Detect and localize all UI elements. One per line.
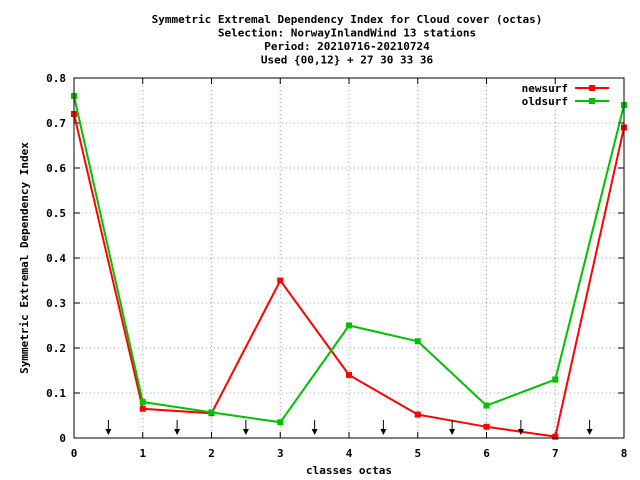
x-tick-label: 3 <box>277 447 284 460</box>
down-arrow-icon <box>380 420 387 435</box>
data-point-newsurf <box>139 405 146 412</box>
x-tick-label: 1 <box>139 447 146 460</box>
title-line-4: Used {00,12} + 27 30 33 36 <box>261 54 434 67</box>
y-tick-label: 0.4 <box>46 252 66 265</box>
data-point-oldsurf <box>552 376 559 383</box>
title-line-1: Symmetric Extremal Dependency Index for … <box>152 13 543 26</box>
legend-label: newsurf <box>522 82 568 95</box>
y-tick-label: 0.1 <box>46 387 66 400</box>
down-arrow-icon <box>311 420 318 435</box>
y-tick-label: 0.5 <box>46 207 66 220</box>
data-point-oldsurf <box>414 338 421 345</box>
grid <box>74 78 624 438</box>
x-tick-label: 6 <box>483 447 490 460</box>
x-tick-label: 5 <box>414 447 421 460</box>
legend-item-newsurf: newsurf <box>522 82 609 95</box>
x-tick-label: 8 <box>621 447 628 460</box>
down-arrow-icon <box>242 420 249 435</box>
data-point-oldsurf <box>139 399 146 405</box>
x-tick-label: 0 <box>71 447 78 460</box>
down-arrow-icon <box>517 420 524 435</box>
down-arrow-icon <box>105 420 112 435</box>
y-axis-label: Symmetric Extremal Dependency Index <box>18 142 31 374</box>
data-point-oldsurf <box>483 402 490 409</box>
legend-swatch-marker <box>589 85 595 91</box>
x-tick-label: 2 <box>208 447 215 460</box>
y-tick-label: 0 <box>59 432 66 445</box>
data-point-newsurf <box>483 423 490 430</box>
y-tick-label: 0.7 <box>46 117 66 130</box>
down-arrow-icon <box>449 420 456 435</box>
data-point-newsurf <box>552 433 559 440</box>
y-tick-label: 0.6 <box>46 162 66 175</box>
data-point-newsurf <box>346 372 352 378</box>
data-point-oldsurf <box>208 409 215 416</box>
data-point-newsurf <box>414 411 421 418</box>
data-point-newsurf <box>277 277 284 284</box>
class-boundary-markers <box>105 420 593 435</box>
y-tick-label: 0.8 <box>46 72 66 85</box>
down-arrow-icon <box>174 420 181 435</box>
series <box>71 93 627 440</box>
title-line-2: Selection: NorwayInlandWind 13 stations <box>218 27 476 40</box>
data-point-oldsurf <box>346 322 352 329</box>
legend-swatch-marker <box>589 98 595 104</box>
x-axis-label: classes octas <box>306 464 392 477</box>
x-tick-label: 4 <box>346 447 353 460</box>
data-point-oldsurf <box>277 419 284 426</box>
title-line-3: Period: 20210716-20210724 <box>264 40 430 53</box>
y-axis-ticks: 0 0.1 0.2 0.3 0.4 0.5 0.6 0.7 0.8 <box>46 72 624 445</box>
x-tick-label: 7 <box>552 447 559 460</box>
plot-frame <box>73 77 625 439</box>
chart-title: Symmetric Extremal Dependency Index for … <box>152 13 543 67</box>
y-tick-label: 0.2 <box>46 342 66 355</box>
legend-label: oldsurf <box>522 95 568 108</box>
y-tick-label: 0.3 <box>46 297 66 310</box>
down-arrow-icon <box>586 420 593 435</box>
legend-item-oldsurf: oldsurf <box>522 95 609 108</box>
